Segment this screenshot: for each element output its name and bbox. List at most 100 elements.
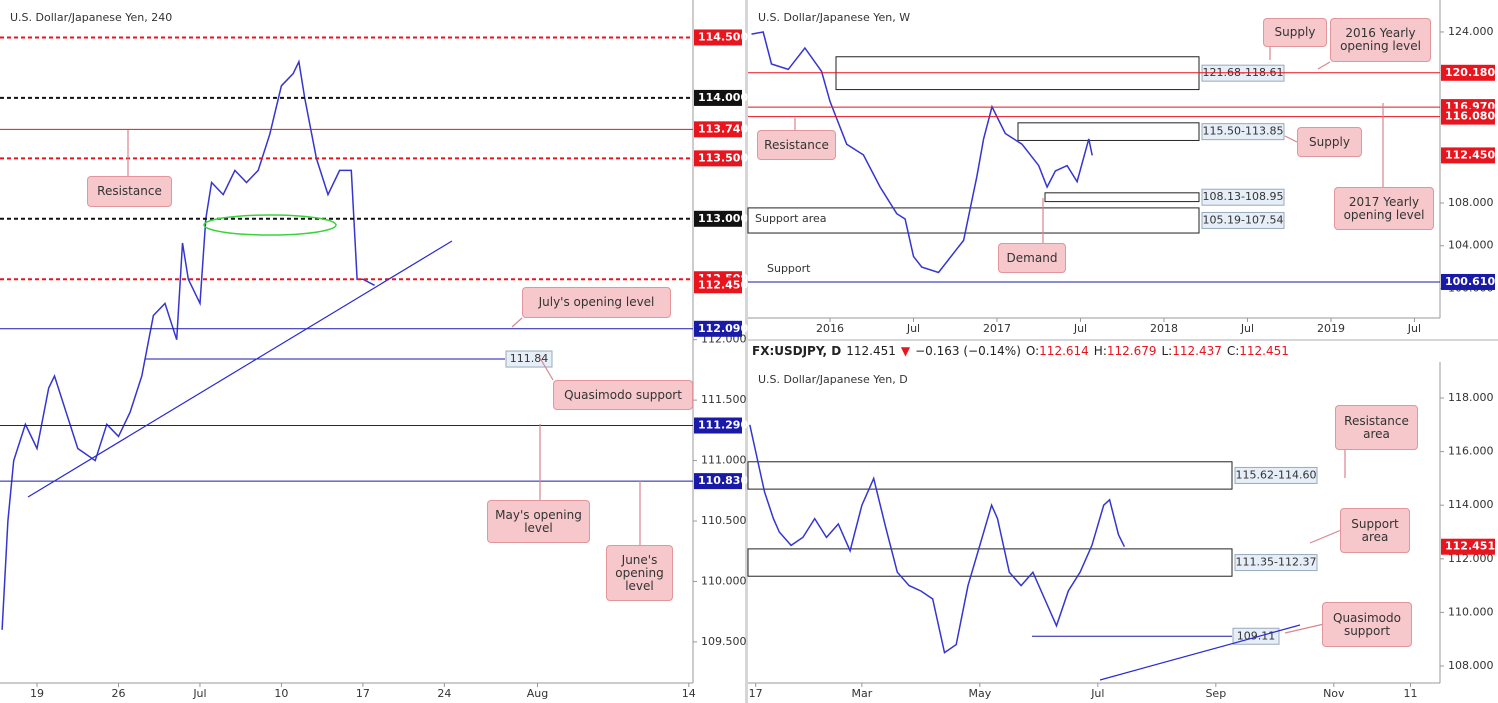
callout: Demand <box>998 243 1066 273</box>
level-tag-label: 112.450 <box>698 278 748 291</box>
callout: 2017 Yearly opening level <box>1334 187 1434 230</box>
level-tag-label: 114.000 <box>698 91 748 104</box>
level-tag <box>694 320 742 337</box>
change: −0.163 (−0.14%) <box>915 344 1021 358</box>
zone-box <box>747 548 1233 577</box>
x-tick-label: Jul <box>192 687 206 700</box>
callout: Resistance area <box>1335 405 1418 450</box>
callout: Resistance <box>757 130 836 160</box>
x-tick-label: 2016 <box>816 322 844 335</box>
y-tick-label: 110.000 <box>701 574 747 587</box>
level-tag <box>1441 273 1495 290</box>
y-tick-label: 112.000 <box>1448 552 1494 565</box>
zone-box <box>1044 192 1200 203</box>
callout: Resistance <box>87 176 172 207</box>
level-tag <box>694 277 742 294</box>
y-tick-label: 108.000 <box>1448 659 1494 672</box>
arrow: ▼ <box>900 344 911 358</box>
callout: May's opening level <box>487 500 590 543</box>
x-tick-label: 17 <box>356 687 370 700</box>
zone-box <box>1017 122 1200 141</box>
annotation: Support area <box>755 212 827 225</box>
panel-separator <box>748 339 1498 341</box>
last: 112.451 <box>846 344 896 358</box>
annotation: Support <box>767 262 811 275</box>
mark-label: 109.11 <box>1237 629 1276 642</box>
symbol: FX:USDJPY, D <box>752 344 842 358</box>
mark-label-bg <box>505 350 553 368</box>
y-tick-label: 111.000 <box>701 454 747 467</box>
level-tag-label: 110.830 <box>698 474 748 487</box>
zone-label: 108.13-108.95 <box>1203 190 1284 203</box>
callout-pointer <box>511 317 523 328</box>
y-tick-label: 124.000 <box>1448 25 1494 38</box>
zone-label-bg <box>1201 188 1285 206</box>
x-tick-label: Jul <box>1240 322 1254 335</box>
x-tick-label: 2019 <box>1317 322 1345 335</box>
level-tag <box>1441 108 1495 125</box>
y-tick-label: 110.000 <box>1448 605 1494 618</box>
zone-label-bg <box>1201 211 1285 229</box>
x-tick-label: 17 <box>749 687 763 700</box>
x-tick-label: Sep <box>1205 687 1226 700</box>
callout: Support area <box>1340 508 1410 553</box>
callout: July's opening level <box>522 287 671 318</box>
zone-label: 111.35-112.37 <box>1236 556 1317 569</box>
level-tag-label: 112.450 <box>1445 148 1495 161</box>
x-tick-label: Aug <box>527 687 548 700</box>
daily-header: FX:USDJPY, D 112.451 ▼ −0.163 (−0.14%) O… <box>748 340 1498 362</box>
x-tick-label: May <box>968 687 991 700</box>
callout: Quasimodo support <box>553 380 693 410</box>
highlight-ellipse <box>203 214 337 236</box>
level-tag <box>694 473 742 490</box>
level-tag-label: 112.090 <box>698 322 748 335</box>
trendline <box>1099 624 1301 681</box>
x-tick-label: Jul <box>1090 687 1104 700</box>
zone-label-bg <box>1201 123 1285 141</box>
level-tag <box>694 121 742 138</box>
f3: 112.451 <box>1239 344 1289 358</box>
level-tag <box>694 29 742 46</box>
x-tick-label: Nov <box>1323 687 1345 700</box>
level-tag-label: 113.740 <box>698 122 748 135</box>
x-tick-label: 26 <box>111 687 125 700</box>
zone-label-bg <box>1234 554 1318 572</box>
x-tick-label: 10 <box>274 687 288 700</box>
mark-label: 111.84 <box>510 352 549 365</box>
x-tick-label: 14 <box>682 687 696 700</box>
zone-box <box>747 461 1233 490</box>
f1-label: H: <box>1093 344 1107 358</box>
level-tag-label: 116.080 <box>1445 110 1495 123</box>
x-tick-label: Jul <box>1407 322 1421 335</box>
x-tick-label: Jul <box>1073 322 1087 335</box>
y-tick-label: 109.500 <box>701 635 747 648</box>
level-tag <box>694 150 742 167</box>
trendline <box>27 240 453 498</box>
chart-title: U.S. Dollar/Japanese Yen, D <box>758 373 908 386</box>
f0: 112.614 <box>1039 344 1089 358</box>
x-tick-label: 2018 <box>1150 322 1178 335</box>
x-tick-label: 24 <box>437 687 451 700</box>
x-tick-label: 2017 <box>983 322 1011 335</box>
level-tag-label: 113.500 <box>698 151 748 164</box>
y-tick-label: 104.000 <box>1448 239 1494 252</box>
zone-label: 115.62-114.60 <box>1236 468 1317 481</box>
zone-label-bg <box>1234 466 1318 484</box>
callout: Supply <box>1263 18 1327 47</box>
f1: 112.679 <box>1106 344 1157 358</box>
zone-box <box>747 207 1200 234</box>
y-tick-label: 108.000 <box>1448 196 1494 209</box>
chart-title: U.S. Dollar/Japanese Yen, 240 <box>10 11 172 24</box>
callout: Quasimodo support <box>1322 602 1412 647</box>
callout-pointer <box>1309 529 1341 544</box>
price-line <box>1 59 375 630</box>
level-tag <box>694 210 742 227</box>
level-tag-label: 112.451 <box>1445 540 1495 553</box>
level-tag <box>1441 64 1495 81</box>
level-tag <box>694 417 742 434</box>
callout-pointer <box>1284 135 1298 143</box>
level-tag-label: 100.610 <box>1445 275 1495 288</box>
callout-pointer <box>1284 623 1323 634</box>
x-tick-label: 11 <box>1404 687 1418 700</box>
level-tag <box>1441 147 1495 164</box>
